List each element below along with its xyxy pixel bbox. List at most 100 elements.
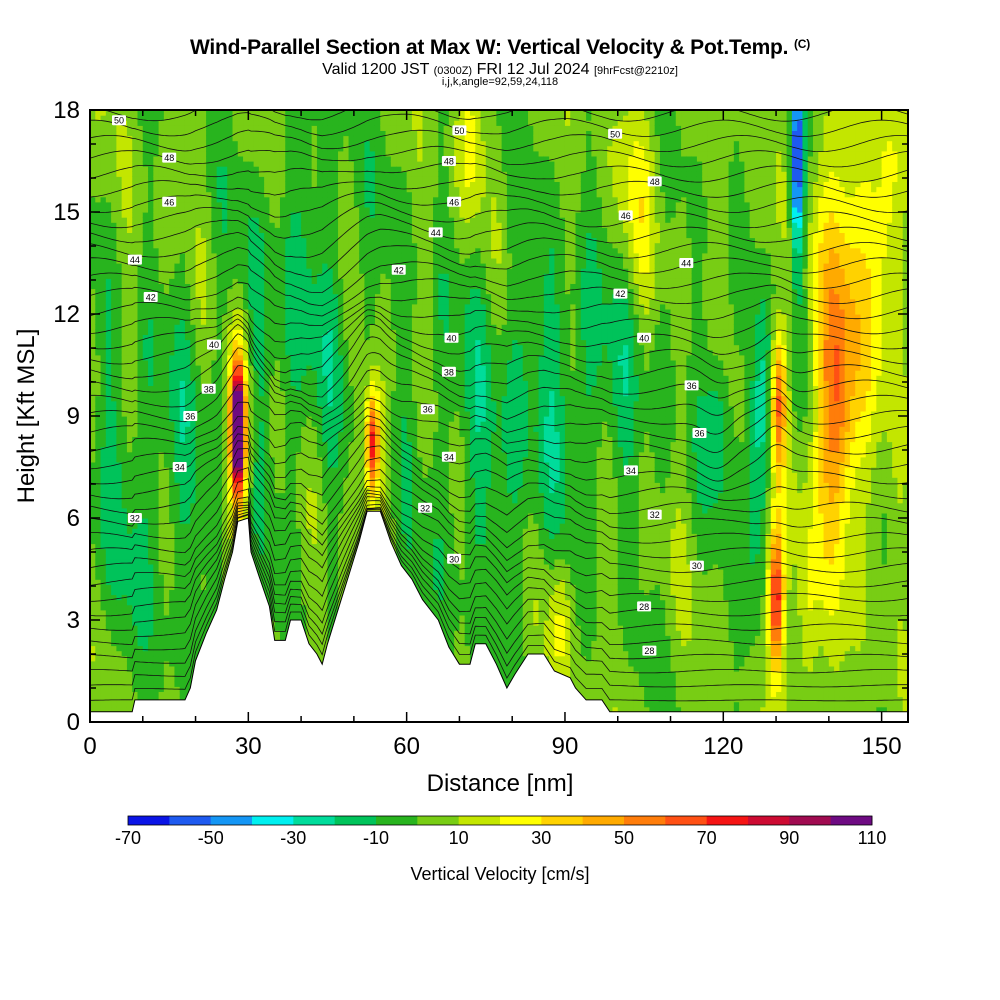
field-cell — [90, 410, 96, 417]
field-cell — [126, 365, 133, 371]
field-cell — [195, 436, 202, 443]
field-cell — [137, 497, 144, 504]
field-cell — [179, 558, 186, 565]
field-cell — [221, 375, 228, 381]
field-cell — [153, 686, 160, 692]
field-cell — [221, 201, 228, 208]
field-cell — [200, 614, 207, 621]
field-cell — [179, 569, 186, 575]
field-cell — [153, 385, 160, 392]
field-cell — [90, 247, 96, 254]
field-cell — [137, 446, 144, 453]
field-cell — [132, 451, 139, 458]
field-cell — [295, 584, 302, 590]
field-cell — [142, 212, 149, 218]
field-cell — [211, 227, 218, 233]
field-cell — [148, 155, 154, 162]
field-cell — [227, 125, 234, 131]
field-cell — [237, 273, 244, 279]
field-cell — [200, 563, 207, 570]
field-cell — [211, 145, 218, 152]
field-cell — [163, 630, 170, 636]
field-cell — [279, 579, 286, 585]
field-cell — [100, 543, 107, 550]
field-cell — [116, 145, 123, 152]
field-cell — [132, 130, 139, 137]
field-cell — [290, 191, 297, 198]
field-cell — [100, 671, 107, 677]
field-cell — [111, 599, 117, 606]
field-cell — [95, 512, 102, 519]
field-cell — [195, 553, 202, 560]
field-cell — [237, 135, 244, 142]
field-cell — [126, 416, 133, 422]
field-cell — [121, 334, 128, 341]
field-cell — [158, 303, 165, 310]
field-cell — [163, 421, 170, 427]
field-cell — [295, 145, 302, 152]
field-cell — [285, 365, 292, 371]
field-cell — [116, 456, 123, 463]
field-cell — [295, 319, 302, 325]
field-cell — [137, 609, 144, 616]
field-cell — [100, 130, 107, 137]
field-cell — [264, 130, 271, 137]
field-cell — [95, 686, 102, 692]
field-cell — [95, 263, 102, 269]
field-cell — [111, 461, 117, 468]
field-cell — [126, 166, 133, 172]
field-cell — [142, 630, 149, 636]
field-cell — [105, 553, 112, 560]
field-cell — [153, 324, 160, 330]
field-cell — [158, 181, 165, 188]
field-cell — [211, 487, 218, 494]
field-cell — [264, 196, 271, 203]
field-cell — [126, 400, 133, 407]
field-cell — [285, 252, 292, 259]
field-cell — [148, 171, 154, 177]
field-cell — [158, 528, 165, 534]
field-cell — [195, 614, 202, 621]
field-cell — [301, 303, 307, 310]
field-cell — [100, 416, 107, 422]
field-cell — [163, 283, 170, 290]
field-cell — [142, 579, 149, 585]
field-cell — [179, 359, 186, 366]
field-cell — [153, 252, 160, 259]
field-cell — [206, 161, 212, 167]
field-cell — [221, 242, 228, 249]
field-cell — [184, 278, 191, 284]
field-cell — [126, 324, 133, 330]
field-cell — [195, 533, 202, 539]
field-cell — [137, 681, 144, 687]
field-cell — [200, 395, 207, 402]
field-cell — [301, 268, 307, 274]
field-cell — [290, 344, 297, 351]
field-cell — [132, 528, 139, 534]
field-cell — [100, 553, 107, 560]
field-cell — [253, 166, 260, 172]
field-cell — [179, 344, 186, 351]
field-cell — [237, 283, 244, 290]
field-cell — [232, 145, 239, 152]
field-cell — [111, 125, 117, 131]
field-cell — [290, 257, 297, 264]
field-cell — [148, 385, 154, 392]
field-cell — [190, 268, 197, 274]
field-cell — [301, 145, 307, 152]
field-cell — [184, 349, 191, 356]
field-cell — [95, 268, 102, 274]
field-cell — [285, 120, 292, 126]
field-cell — [258, 252, 265, 259]
field-cell — [169, 558, 176, 565]
field-cell — [132, 217, 139, 223]
field-cell — [174, 681, 181, 687]
field-cell — [295, 604, 302, 611]
field-cell — [163, 212, 170, 218]
field-cell — [90, 400, 96, 407]
field-cell — [163, 365, 170, 371]
field-cell — [269, 227, 276, 233]
field-cell — [211, 125, 218, 131]
field-cell — [169, 589, 176, 596]
field-cell — [195, 543, 202, 550]
